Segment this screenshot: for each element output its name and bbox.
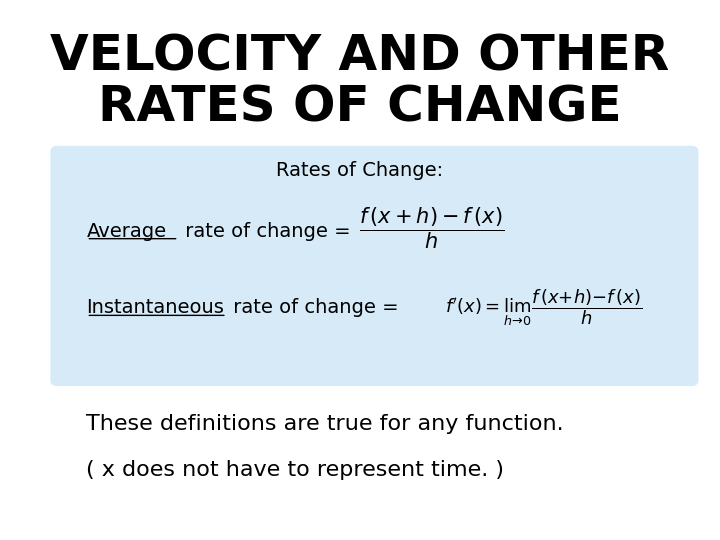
Text: ( x does not have to represent time. ): ( x does not have to represent time. ): [86, 460, 505, 480]
Text: Rates of Change:: Rates of Change:: [276, 160, 444, 180]
Text: rate of change =: rate of change =: [227, 298, 405, 318]
Text: VELOCITY AND OTHER: VELOCITY AND OTHER: [50, 33, 670, 80]
Text: Instantaneous: Instantaneous: [86, 298, 224, 318]
Text: rate of change =: rate of change =: [179, 221, 356, 241]
Text: Average: Average: [86, 221, 166, 241]
Text: $f'(x)=\lim_{h\to 0}\dfrac{f\,(x+h)-f\,(x)}{h}$: $f'(x)=\lim_{h\to 0}\dfrac{f\,(x+h)-f\,(…: [445, 287, 642, 328]
Text: RATES OF CHANGE: RATES OF CHANGE: [98, 84, 622, 132]
Text: These definitions are true for any function.: These definitions are true for any funct…: [86, 414, 564, 434]
FancyBboxPatch shape: [50, 146, 698, 386]
Text: $\dfrac{f\,(x+h)-f\,(x)}{h}$: $\dfrac{f\,(x+h)-f\,(x)}{h}$: [359, 205, 505, 251]
